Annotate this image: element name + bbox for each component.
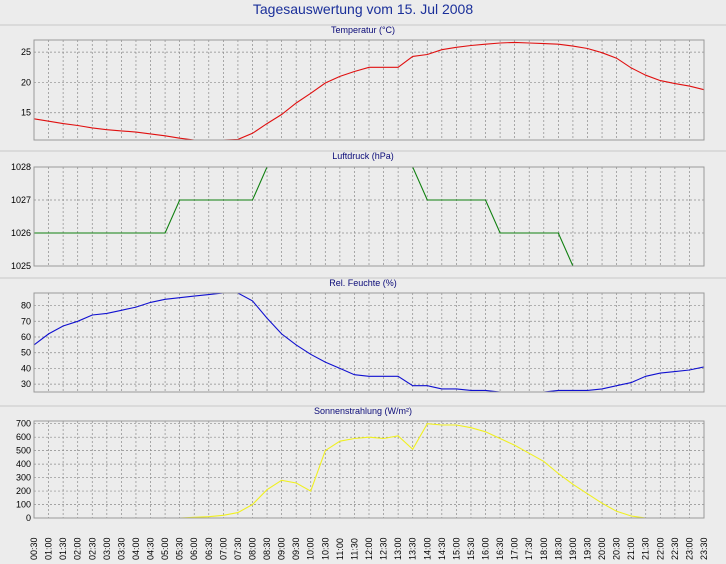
y-tick-label: 1025 — [11, 261, 31, 271]
series-line-temperature — [33, 41, 705, 141]
panel-humidity: Rel. Feuchte (%) 30 40 50 60 70 80 — [0, 277, 726, 393]
x-tick-label: 02:30 — [87, 537, 97, 560]
series-line-humidity — [33, 292, 705, 393]
y-tick-label: 50 — [21, 348, 31, 358]
x-tick-label: 14:00 — [422, 537, 432, 560]
x-tick-label: 01:00 — [44, 537, 54, 560]
panel-temperature: Temperatur (°C) 15 20 25 — [0, 24, 726, 141]
x-tick-label: 06:30 — [204, 537, 214, 560]
y-tick-label: 15 — [21, 108, 31, 118]
x-tick-label: 13:30 — [408, 537, 418, 560]
x-tick-label: 09:30 — [291, 537, 301, 560]
x-tick-label: 17:00 — [510, 537, 520, 560]
x-tick-label: 17:30 — [524, 537, 534, 560]
x-tick-label: 19:00 — [568, 537, 578, 560]
x-tick-label: 23:00 — [684, 537, 694, 560]
x-tick-label: 09:00 — [277, 537, 287, 560]
y-tick-label: 300 — [16, 473, 31, 483]
x-tick-label: 03:00 — [102, 537, 112, 560]
panel-title: Rel. Feuchte (%) — [329, 278, 397, 288]
y-tick-label: 700 — [16, 419, 31, 429]
y-tick-label: 80 — [21, 301, 31, 311]
y-tick-label: 500 — [16, 446, 31, 456]
x-tick-label: 16:30 — [495, 537, 505, 560]
x-tick-label: 05:30 — [175, 537, 185, 560]
x-tick-label: 04:30 — [146, 537, 156, 560]
x-tick-label: 07:30 — [233, 537, 243, 560]
x-tick-label: 21:00 — [626, 537, 636, 560]
chart-main-title: Tagesauswertung vom 15. Jul 2008 — [252, 1, 474, 17]
x-tick-label: 04:00 — [131, 537, 141, 560]
y-tick-label: 600 — [16, 432, 31, 442]
x-tick-label: 20:00 — [597, 537, 607, 560]
x-tick-label: 22:00 — [655, 537, 665, 560]
x-tick-label: 11:00 — [335, 538, 345, 560]
y-tick-label: 25 — [21, 47, 31, 57]
panel-title: Sonnenstrahlung (W/m²) — [314, 406, 412, 416]
x-tick-label: 15:00 — [451, 537, 461, 560]
y-tick-label: 0 — [26, 513, 31, 523]
x-tick-label: 03:30 — [116, 537, 126, 560]
x-tick-label: 22:30 — [670, 537, 680, 560]
y-tick-label: 1026 — [11, 228, 31, 238]
x-axis: 00:30 01:00 01:30 02:00 02:30 03:00 03:30 04:00… — [29, 537, 709, 560]
x-tick-label: 23:30 — [699, 537, 709, 560]
x-tick-label: 21:30 — [641, 537, 651, 560]
x-tick-label: 08:30 — [262, 537, 272, 560]
x-tick-label: 10:00 — [306, 537, 316, 560]
y-tick-label: 200 — [16, 486, 31, 496]
y-tick-label: 400 — [16, 459, 31, 469]
y-tick-label: 1028 — [11, 162, 31, 172]
x-tick-label: 12:00 — [364, 537, 374, 560]
x-tick-label: 01:30 — [58, 537, 68, 560]
panel-radiation: Sonnenstrahlung (W/m²) 0 100 200 300 400 500 60… — [0, 405, 726, 523]
x-tick-label: 20:30 — [612, 537, 622, 560]
plot-border — [33, 166, 705, 267]
x-tick-label: 10:30 — [320, 537, 330, 560]
x-tick-label: 02:00 — [73, 537, 83, 560]
y-tick-label: 20 — [21, 77, 31, 87]
plot-border — [33, 420, 705, 519]
x-tick-label: 05:00 — [160, 537, 170, 560]
x-tick-label: 18:00 — [539, 537, 549, 560]
x-tick-label: 15:30 — [466, 537, 476, 560]
y-tick-label: 30 — [21, 379, 31, 389]
y-tick-label: 100 — [16, 500, 31, 510]
x-tick-label: 14:30 — [437, 537, 447, 560]
plot-border — [33, 292, 705, 393]
y-tick-label: 60 — [21, 332, 31, 342]
x-tick-label: 16:00 — [481, 537, 491, 560]
panel-title: Luftdruck (hPa) — [332, 151, 394, 161]
y-tick-label: 1027 — [11, 195, 31, 205]
x-tick-label: 00:30 — [29, 537, 39, 560]
x-tick-label: 13:00 — [393, 537, 403, 560]
x-tick-label: 07:00 — [218, 537, 228, 560]
x-tick-label: 18:30 — [553, 537, 563, 560]
x-tick-label: 08:00 — [247, 537, 257, 560]
y-tick-label: 70 — [21, 316, 31, 326]
panel-pressure: Luftdruck (hPa) 1025 1026 1027 1028 — [0, 150, 726, 271]
y-tick-label: 40 — [21, 363, 31, 373]
x-tick-label: 12:30 — [379, 537, 389, 560]
x-tick-label: 19:30 — [582, 537, 592, 560]
x-tick-label: 11:30 — [349, 538, 359, 560]
plot-border — [33, 39, 705, 141]
panel-title: Temperatur (°C) — [331, 25, 395, 35]
x-tick-label: 06:00 — [189, 537, 199, 560]
